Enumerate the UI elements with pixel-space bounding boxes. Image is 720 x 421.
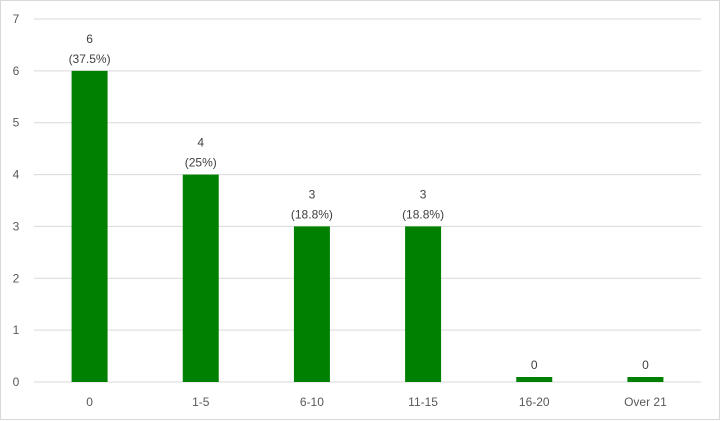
x-tick-label: 6-10 <box>300 395 324 409</box>
bars <box>71 70 664 382</box>
gridlines <box>34 18 701 383</box>
y-tick-label: 3 <box>13 219 20 233</box>
y-tick-label: 2 <box>13 271 20 285</box>
y-tick-label: 5 <box>13 116 20 130</box>
data-labels: 6 (37.5%) 4 (25%) 3 (18.8%) 3 (18.8%) 0 0 <box>69 32 650 372</box>
x-tick-label: Over 21 <box>624 395 667 409</box>
data-label-value: 0 <box>531 358 538 372</box>
bar-0 <box>71 70 108 382</box>
data-label-value: 3 <box>309 187 316 201</box>
y-tick-label: 1 <box>13 323 20 337</box>
x-tick-label: 16-20 <box>519 395 550 409</box>
y-tick-label: 7 <box>13 12 20 26</box>
bar-6-10 <box>293 226 330 382</box>
y-tick-label: 4 <box>13 168 20 182</box>
data-label-percent: (18.8%) <box>402 207 444 221</box>
x-axis-ticks: 0 1-5 6-10 11-15 16-20 Over 21 <box>86 395 667 409</box>
bar-1-5 <box>182 174 219 382</box>
x-tick-label: 0 <box>86 395 93 409</box>
data-label-percent: (25%) <box>185 156 217 170</box>
data-label-value: 3 <box>420 187 427 201</box>
y-axis-ticks: 0 1 2 3 4 5 6 7 <box>13 12 20 389</box>
y-tick-label: 6 <box>13 64 20 78</box>
bar-11-15 <box>405 226 442 382</box>
x-tick-label: 1-5 <box>192 395 210 409</box>
data-label-percent: (37.5%) <box>69 52 111 66</box>
data-label-value: 6 <box>86 32 93 46</box>
data-label-value: 0 <box>642 358 649 372</box>
data-label-value: 4 <box>197 136 204 150</box>
bar-over-21 <box>627 377 664 382</box>
x-tick-label: 11-15 <box>408 395 438 409</box>
data-label-percent: (18.8%) <box>291 207 333 221</box>
bar-16-20 <box>516 377 553 382</box>
y-tick-label: 0 <box>13 375 20 389</box>
